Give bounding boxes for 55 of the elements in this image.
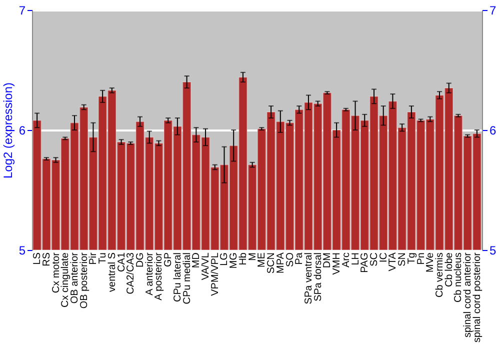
x-tick-label: VPM/VPL	[210, 252, 221, 296]
y-tick-label: 5	[18, 244, 26, 258]
x-tick-label: spinal cord anterior	[462, 252, 474, 338]
y-axis-title: Log2 (expression)	[0, 82, 15, 179]
x-tick-label: DM	[322, 252, 334, 268]
x-tick-label: A posterior	[154, 252, 165, 300]
x-tick-label: spinal cord posterior	[472, 252, 483, 343]
x-tick-label: ME	[256, 252, 268, 268]
x-tick-label: VA/VL	[200, 252, 212, 280]
x-tick-label: CPu lateral	[172, 252, 184, 302]
x-tick-label: Cx cingulate	[60, 252, 72, 308]
x-tick-label: VTA	[388, 252, 399, 272]
x-tick-label: CA2/CA3	[126, 252, 137, 294]
x-tick-label: Cb vermis	[434, 252, 446, 298]
x-tick-label: Tu	[98, 252, 109, 264]
x-tick-label: Pir	[88, 252, 100, 265]
x-tick-label: MG	[228, 252, 240, 269]
x-tick-label: LG	[219, 252, 230, 266]
x-tick-label: GP	[163, 252, 174, 267]
x-tick-label: A anterior	[144, 252, 156, 296]
x-tick-label: SO	[284, 252, 296, 267]
x-tick-label: ventral S	[106, 252, 118, 292]
x-tick-label: SN	[397, 252, 408, 266]
x-tick-label: PAG	[360, 252, 371, 273]
x-tick-label: M	[247, 252, 258, 261]
y2-tick-label: 5	[490, 244, 496, 258]
x-tick-label: Pa	[294, 252, 306, 265]
y2-tick-label: 7	[490, 4, 496, 18]
x-tick-label: SCN	[266, 252, 278, 274]
x-tick-label: Arc	[340, 252, 352, 268]
y2-tick-label: 6	[490, 124, 496, 138]
x-tick-label: CA1	[116, 252, 128, 272]
x-tick-label: RS	[41, 252, 52, 266]
x-tick-label: CPu medial	[182, 252, 193, 304]
x-tick-label: Tg	[406, 252, 418, 264]
x-tick-label: OB posterior	[78, 252, 90, 309]
x-tick-label: Hb	[238, 252, 249, 266]
x-tick-label: OB anterior	[69, 252, 80, 304]
x-tick-label: MVe	[425, 252, 436, 273]
x-tick-label: DG	[135, 252, 146, 268]
x-tick-label: VMH	[332, 252, 343, 275]
x-tick-label: IC	[378, 252, 390, 262]
x-tick-label: Cx motor	[50, 252, 62, 294]
y-tick-label: 6	[18, 124, 26, 138]
x-tick-label: LS	[32, 252, 44, 265]
x-tick-label: Pn	[416, 252, 427, 265]
y-tick-label: 7	[18, 4, 26, 18]
x-tick-label: Cb nucleus	[453, 252, 464, 303]
x-tick-label: MD	[191, 252, 202, 268]
x-tick-label: SPa dorsal	[312, 252, 324, 302]
x-tick-label: SC	[368, 252, 380, 266]
x-tick-label: SPa ventral	[303, 252, 314, 304]
x-tick-label: MPA	[275, 252, 286, 274]
x-tick-label: Cb lobe	[444, 252, 455, 287]
x-tick-label: LH	[350, 252, 362, 266]
